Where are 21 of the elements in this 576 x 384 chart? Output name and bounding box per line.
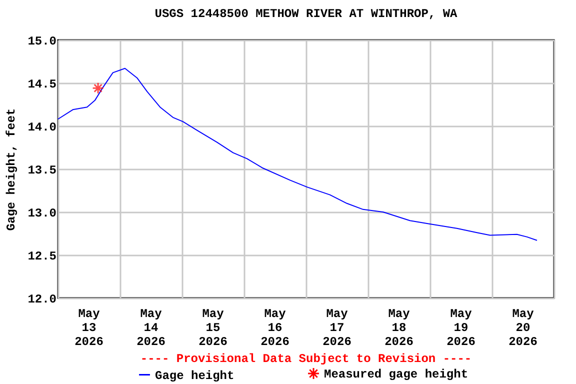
x-tick-label: May 15 2026 [198, 307, 228, 349]
chart-title: USGS 12448500 METHOW RIVER AT WINTHROP, WA [154, 7, 458, 21]
y-tick-label: 13.0 [28, 206, 56, 220]
x-tick-label: May 14 2026 [136, 307, 166, 349]
x-tick-label: May 17 2026 [322, 307, 352, 349]
y-tick-label: 12.0 [28, 292, 56, 306]
x-tick-label: May 13 2026 [74, 307, 104, 349]
text: ---- Provisional Data Subject to Revision ---- [140, 352, 472, 366]
y-tick-label: 13.5 [28, 164, 56, 178]
x-tick-label: May 16 2026 [260, 307, 290, 349]
y-tick-label: 14.0 [28, 120, 56, 134]
y-tick-label: 12.5 [28, 250, 56, 264]
legend-label: Measured gage height [324, 368, 468, 382]
legend-label: Gage height [155, 368, 234, 383]
y-tick-label: 14.5 [28, 78, 56, 92]
x-tick-label: May 18 2026 [384, 307, 414, 349]
y-tick-label: 15.0 [28, 34, 56, 48]
x-tick-label: May 19 2026 [446, 307, 476, 349]
line-series [58, 68, 538, 241]
x-tick-label: May 20 2026 [508, 307, 538, 349]
y-axis-title: Gage height, feet [4, 108, 19, 231]
